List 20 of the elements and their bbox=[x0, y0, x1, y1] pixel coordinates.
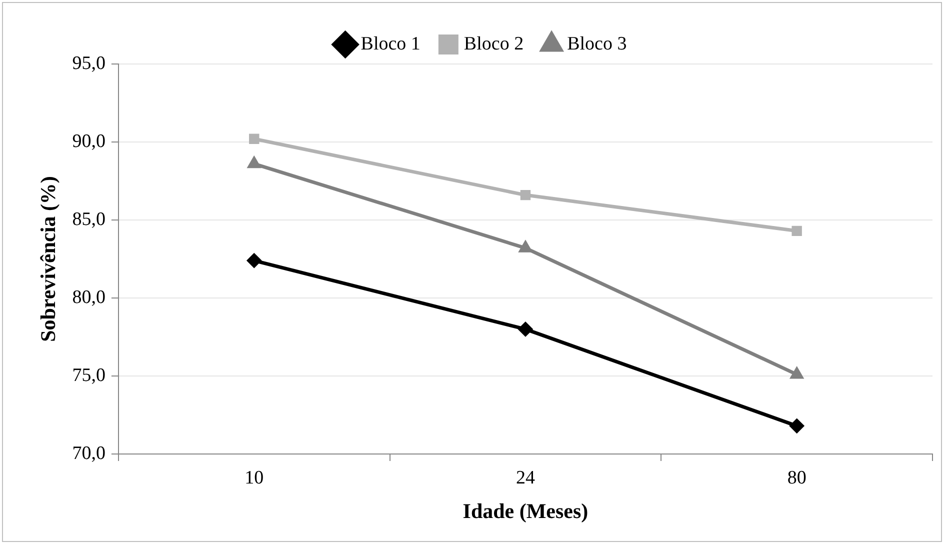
legend-label: Bloco 2 bbox=[464, 33, 524, 54]
x-tick-label: 80 bbox=[787, 467, 806, 488]
point bbox=[792, 226, 802, 236]
y-axis-title: Sobrevivência (%) bbox=[36, 176, 60, 342]
x-tick-label: 10 bbox=[244, 467, 264, 488]
point bbox=[249, 134, 260, 144]
point bbox=[518, 322, 533, 337]
point bbox=[789, 418, 804, 434]
legend-label: Bloco 3 bbox=[567, 33, 627, 54]
y-tick-label: 85,0 bbox=[72, 208, 106, 230]
point bbox=[246, 253, 262, 268]
point bbox=[520, 190, 531, 200]
x-axis-title: Idade (Meses) bbox=[462, 498, 588, 523]
y-tick-label: 75,0 bbox=[72, 364, 106, 386]
y-tick-label: 90,0 bbox=[72, 130, 106, 152]
y-tick-label: 80,0 bbox=[72, 286, 106, 308]
legend-label: Bloco 1 bbox=[360, 33, 420, 54]
y-tick-label: 70,0 bbox=[72, 442, 106, 464]
y-tick-label: 95,0 bbox=[72, 52, 106, 74]
x-tick-label: 24 bbox=[516, 467, 536, 488]
